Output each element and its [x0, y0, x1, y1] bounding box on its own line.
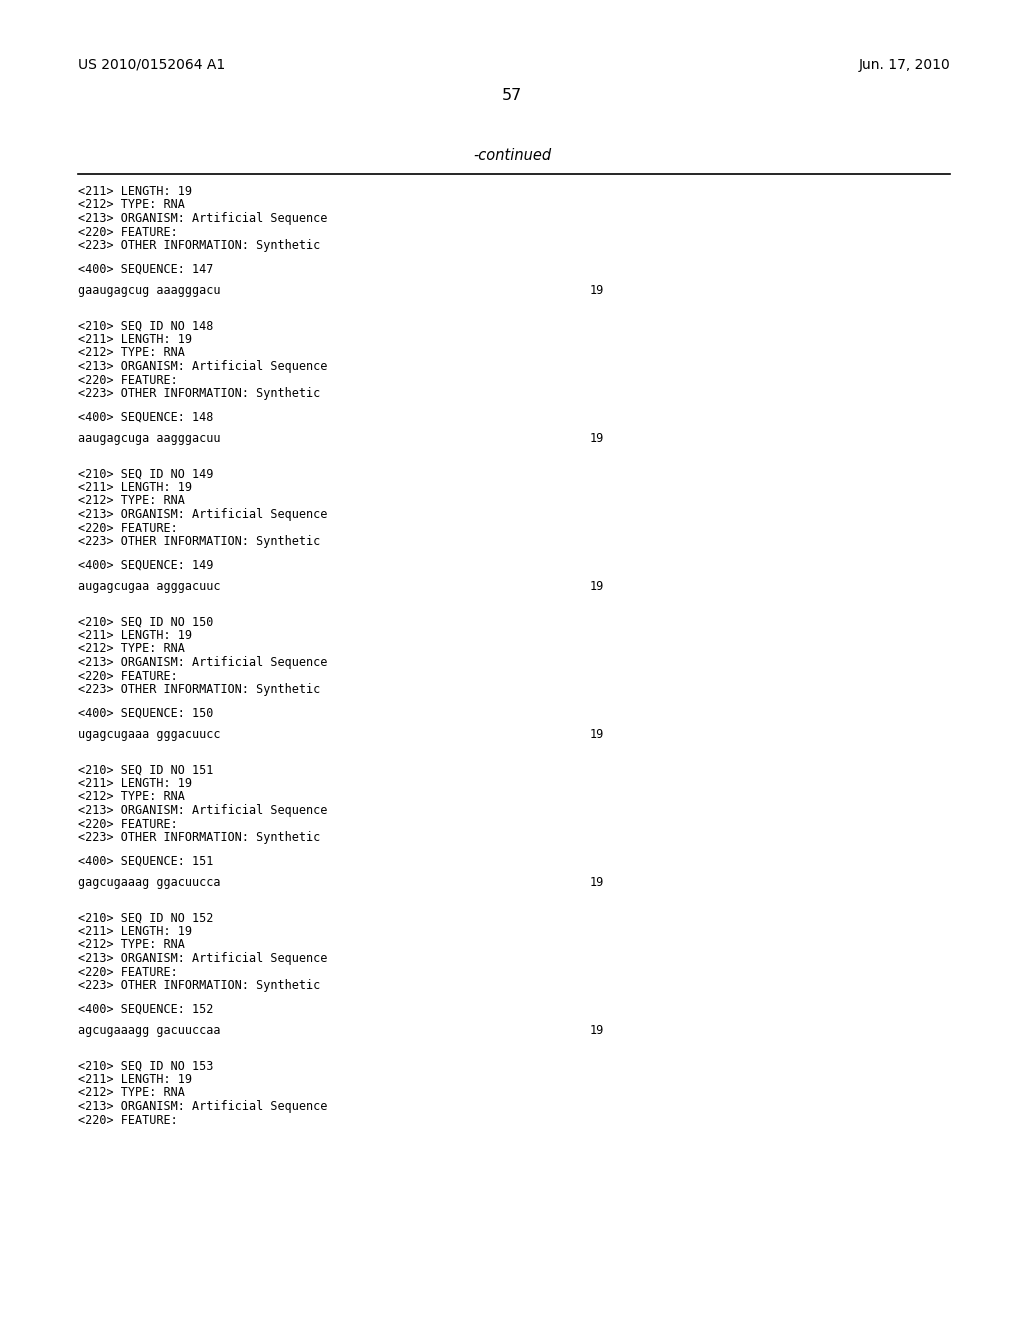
Text: 19: 19 — [590, 579, 604, 593]
Text: <400> SEQUENCE: 152: <400> SEQUENCE: 152 — [78, 1002, 213, 1015]
Text: <212> TYPE: RNA: <212> TYPE: RNA — [78, 198, 185, 211]
Text: <220> FEATURE:: <220> FEATURE: — [78, 817, 178, 830]
Text: <223> OTHER INFORMATION: Synthetic: <223> OTHER INFORMATION: Synthetic — [78, 832, 321, 843]
Text: agcugaaagg gacuuccaa: agcugaaagg gacuuccaa — [78, 1024, 220, 1038]
Text: aaugagcuga aagggacuu: aaugagcuga aagggacuu — [78, 432, 220, 445]
Text: <212> TYPE: RNA: <212> TYPE: RNA — [78, 939, 185, 952]
Text: <220> FEATURE:: <220> FEATURE: — [78, 965, 178, 978]
Text: <223> OTHER INFORMATION: Synthetic: <223> OTHER INFORMATION: Synthetic — [78, 682, 321, 696]
Text: <220> FEATURE:: <220> FEATURE: — [78, 374, 178, 387]
Text: <220> FEATURE:: <220> FEATURE: — [78, 226, 178, 239]
Text: <213> ORGANISM: Artificial Sequence: <213> ORGANISM: Artificial Sequence — [78, 360, 328, 374]
Text: Jun. 17, 2010: Jun. 17, 2010 — [858, 58, 950, 73]
Text: 19: 19 — [590, 1024, 604, 1038]
Text: <212> TYPE: RNA: <212> TYPE: RNA — [78, 346, 185, 359]
Text: <223> OTHER INFORMATION: Synthetic: <223> OTHER INFORMATION: Synthetic — [78, 387, 321, 400]
Text: <223> OTHER INFORMATION: Synthetic: <223> OTHER INFORMATION: Synthetic — [78, 979, 321, 993]
Text: 19: 19 — [590, 876, 604, 888]
Text: <212> TYPE: RNA: <212> TYPE: RNA — [78, 1086, 185, 1100]
Text: <210> SEQ ID NO 149: <210> SEQ ID NO 149 — [78, 467, 213, 480]
Text: gagcugaaag ggacuucca: gagcugaaag ggacuucca — [78, 876, 220, 888]
Text: <211> LENGTH: 19: <211> LENGTH: 19 — [78, 777, 193, 789]
Text: US 2010/0152064 A1: US 2010/0152064 A1 — [78, 58, 225, 73]
Text: <212> TYPE: RNA: <212> TYPE: RNA — [78, 791, 185, 804]
Text: <213> ORGANISM: Artificial Sequence: <213> ORGANISM: Artificial Sequence — [78, 1100, 328, 1113]
Text: <223> OTHER INFORMATION: Synthetic: <223> OTHER INFORMATION: Synthetic — [78, 535, 321, 548]
Text: <211> LENGTH: 19: <211> LENGTH: 19 — [78, 185, 193, 198]
Text: <211> LENGTH: 19: <211> LENGTH: 19 — [78, 480, 193, 494]
Text: -continued: -continued — [473, 148, 551, 162]
Text: <213> ORGANISM: Artificial Sequence: <213> ORGANISM: Artificial Sequence — [78, 952, 328, 965]
Text: <210> SEQ ID NO 148: <210> SEQ ID NO 148 — [78, 319, 213, 333]
Text: 19: 19 — [590, 284, 604, 297]
Text: 19: 19 — [590, 729, 604, 741]
Text: <223> OTHER INFORMATION: Synthetic: <223> OTHER INFORMATION: Synthetic — [78, 239, 321, 252]
Text: <211> LENGTH: 19: <211> LENGTH: 19 — [78, 925, 193, 939]
Text: <213> ORGANISM: Artificial Sequence: <213> ORGANISM: Artificial Sequence — [78, 213, 328, 224]
Text: <400> SEQUENCE: 148: <400> SEQUENCE: 148 — [78, 411, 213, 424]
Text: <213> ORGANISM: Artificial Sequence: <213> ORGANISM: Artificial Sequence — [78, 804, 328, 817]
Text: <220> FEATURE:: <220> FEATURE: — [78, 521, 178, 535]
Text: 19: 19 — [590, 432, 604, 445]
Text: <220> FEATURE:: <220> FEATURE: — [78, 1114, 178, 1126]
Text: <211> LENGTH: 19: <211> LENGTH: 19 — [78, 630, 193, 642]
Text: gaaugagcug aaagggacu: gaaugagcug aaagggacu — [78, 284, 220, 297]
Text: <213> ORGANISM: Artificial Sequence: <213> ORGANISM: Artificial Sequence — [78, 656, 328, 669]
Text: ugagcugaaa gggacuucc: ugagcugaaa gggacuucc — [78, 729, 220, 741]
Text: <400> SEQUENCE: 149: <400> SEQUENCE: 149 — [78, 558, 213, 572]
Text: <211> LENGTH: 19: <211> LENGTH: 19 — [78, 1073, 193, 1086]
Text: <211> LENGTH: 19: <211> LENGTH: 19 — [78, 333, 193, 346]
Text: <400> SEQUENCE: 147: <400> SEQUENCE: 147 — [78, 263, 213, 276]
Text: <210> SEQ ID NO 153: <210> SEQ ID NO 153 — [78, 1060, 213, 1072]
Text: <213> ORGANISM: Artificial Sequence: <213> ORGANISM: Artificial Sequence — [78, 508, 328, 521]
Text: <210> SEQ ID NO 151: <210> SEQ ID NO 151 — [78, 763, 213, 776]
Text: <220> FEATURE:: <220> FEATURE: — [78, 669, 178, 682]
Text: augagcugaa agggacuuc: augagcugaa agggacuuc — [78, 579, 220, 593]
Text: <212> TYPE: RNA: <212> TYPE: RNA — [78, 643, 185, 656]
Text: <212> TYPE: RNA: <212> TYPE: RNA — [78, 495, 185, 507]
Text: <210> SEQ ID NO 152: <210> SEQ ID NO 152 — [78, 912, 213, 924]
Text: <210> SEQ ID NO 150: <210> SEQ ID NO 150 — [78, 615, 213, 628]
Text: 57: 57 — [502, 88, 522, 103]
Text: <400> SEQUENCE: 150: <400> SEQUENCE: 150 — [78, 706, 213, 719]
Text: <400> SEQUENCE: 151: <400> SEQUENCE: 151 — [78, 854, 213, 867]
